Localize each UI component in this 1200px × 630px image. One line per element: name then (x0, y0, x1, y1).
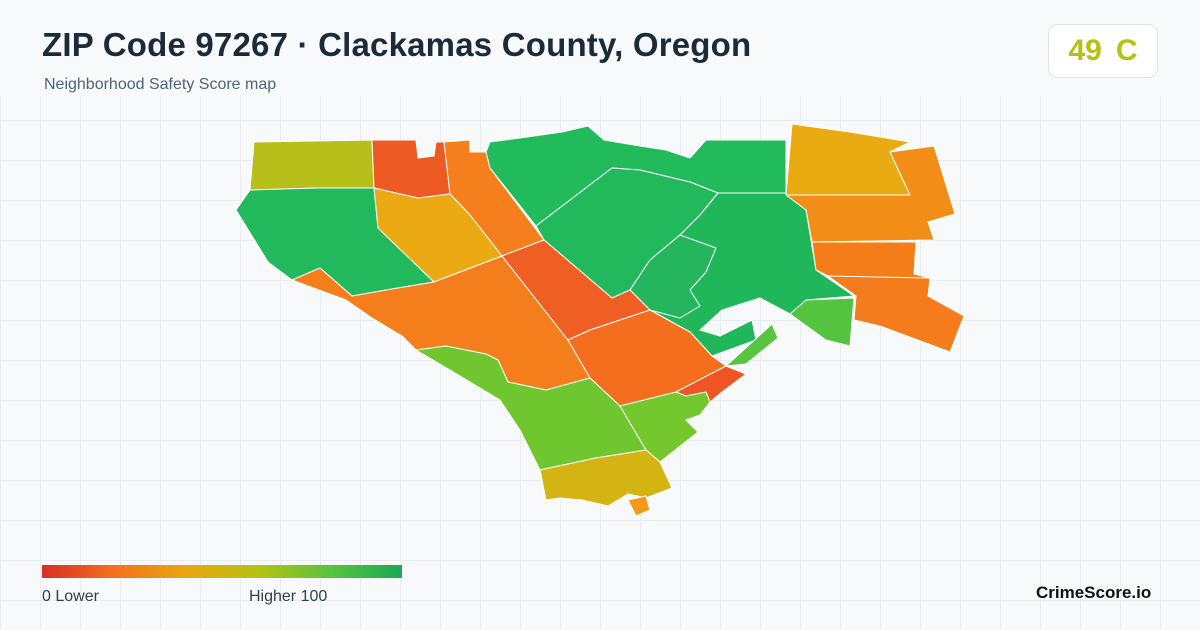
page-subtitle: Neighborhood Safety Score map (44, 76, 277, 93)
map-region-lime-small[interactable] (725, 323, 779, 367)
map-region-e-orange-1[interactable] (785, 145, 956, 243)
map-region-ne-yellow[interactable] (785, 123, 911, 196)
map-region-nw-block[interactable] (249, 139, 375, 191)
map-region-n-red-block[interactable] (371, 139, 451, 199)
map-region-s-tip[interactable] (627, 495, 651, 517)
legend-min-label: 0 Lower (42, 588, 99, 605)
map-region-e-lime[interactable] (789, 297, 855, 347)
score-badge: 49 C (1048, 24, 1158, 78)
map-region-yellow-mid[interactable] (373, 187, 503, 283)
header-band (0, 0, 1200, 96)
score-value: 49 (1068, 34, 1102, 67)
legend-gradient-bar (42, 565, 402, 578)
legend-max-label: Higher 100 (249, 588, 328, 605)
map-region-e-orange-2[interactable] (811, 241, 931, 279)
map-region-s-orange-bottom[interactable] (539, 449, 673, 507)
page-title: ZIP Code 97267 · Clackamas County, Orego… (42, 26, 752, 63)
brand-logo-text[interactable]: CrimeScore.io (1036, 583, 1152, 602)
score-grade: C (1115, 34, 1138, 67)
map-region-e-orange-3[interactable] (827, 275, 965, 353)
